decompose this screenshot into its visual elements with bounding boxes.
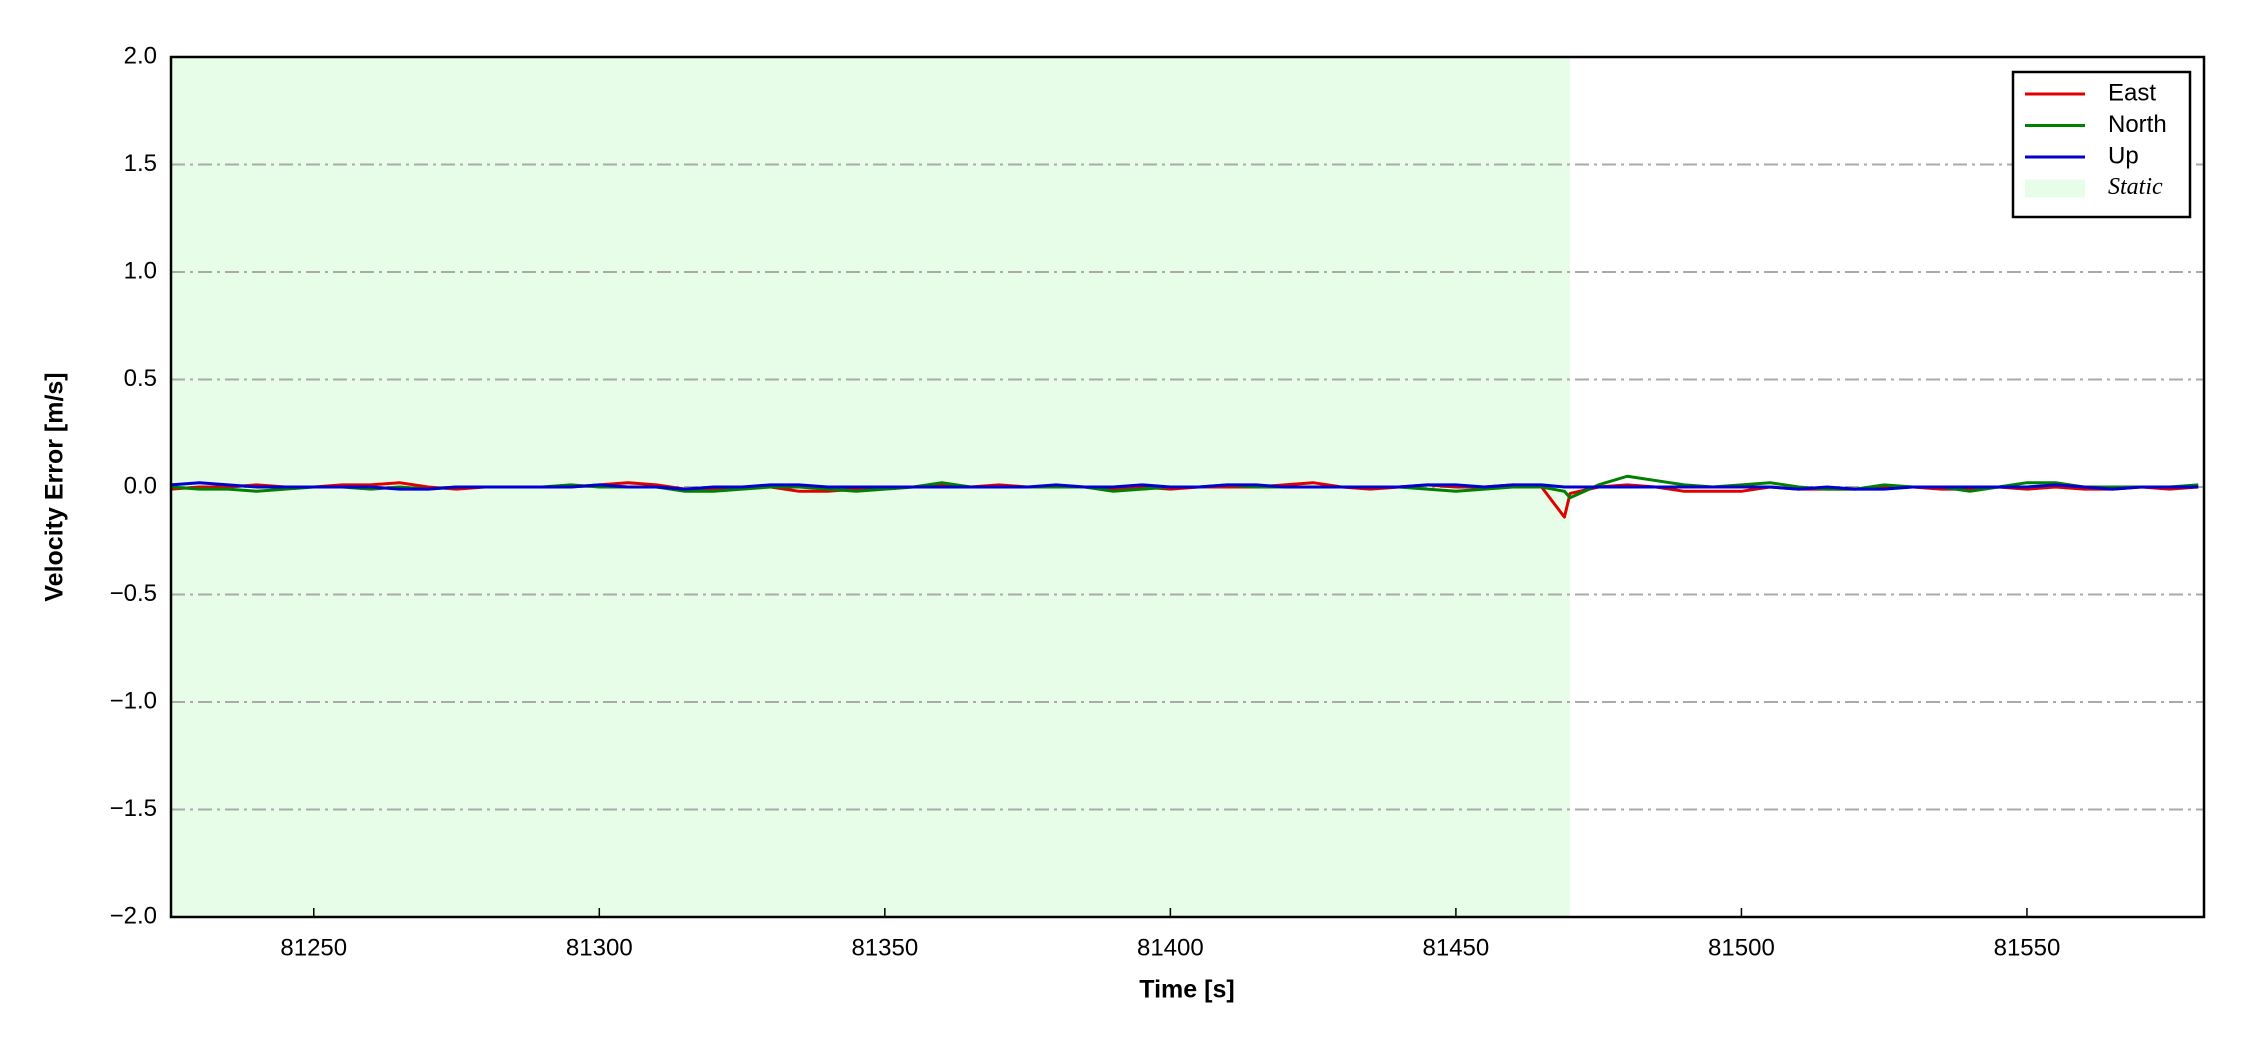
legend-label: Up bbox=[2108, 142, 2139, 169]
x-tick-label: 81300 bbox=[566, 934, 633, 961]
y-tick-label: −2.0 bbox=[110, 902, 157, 929]
y-tick-label: −0.5 bbox=[110, 580, 157, 607]
y-tick-label: −1.5 bbox=[110, 795, 157, 822]
x-tick-label: 81400 bbox=[1137, 934, 1204, 961]
y-tick-label: 2.0 bbox=[124, 42, 157, 69]
legend-swatch bbox=[2025, 179, 2085, 198]
legend-label: East bbox=[2108, 79, 2156, 106]
series-line bbox=[170, 481, 2199, 491]
plot-frame bbox=[169, 55, 2206, 919]
y-axis-label: Velocity Error [m/s] bbox=[41, 372, 69, 601]
legend-label: Static bbox=[2108, 174, 2163, 200]
x-tick-label: 81450 bbox=[1423, 934, 1490, 961]
x-tick-label: 81550 bbox=[1994, 934, 2061, 961]
x-axis-label: Time [s] bbox=[1139, 976, 1234, 1004]
x-tick-label: 81500 bbox=[1708, 934, 1775, 961]
legend: East North Up Static bbox=[2011, 70, 2192, 219]
y-tick-label: 1.5 bbox=[124, 150, 157, 177]
y-tick-label: 0.5 bbox=[124, 365, 157, 392]
y-tick-label: 0.0 bbox=[124, 472, 157, 499]
x-tick-label: 81350 bbox=[851, 934, 918, 961]
legend-label: North bbox=[2108, 111, 2167, 138]
x-tick-label: 81250 bbox=[280, 934, 347, 961]
y-tick-label: −1.0 bbox=[110, 687, 157, 714]
y-tick-label: 1.0 bbox=[124, 257, 157, 284]
